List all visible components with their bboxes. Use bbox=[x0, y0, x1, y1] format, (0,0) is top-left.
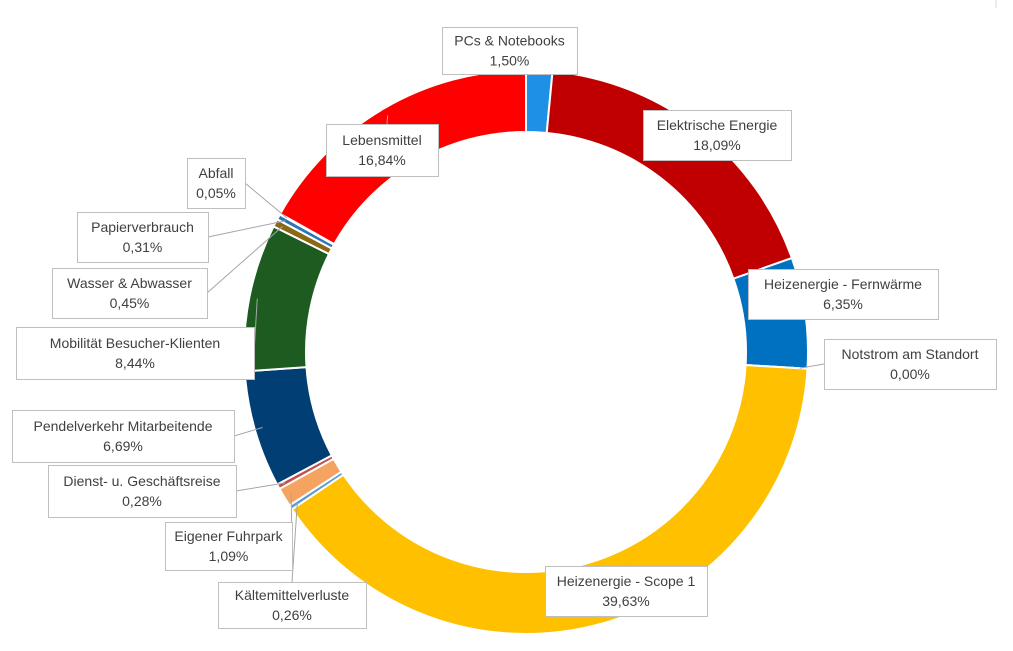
data-label-elektrische-energie: Elektrische Energie 18,09% bbox=[643, 110, 792, 161]
data-label-heizenergie-fernwaerme: Heizenergie - Fernwärme 6,35% bbox=[748, 269, 939, 320]
data-label-mobilitaet-besucher-klienten: Mobilität Besucher-Klienten 8,44% bbox=[16, 327, 255, 380]
data-label-box bbox=[748, 269, 939, 320]
data-label-lebensmittel: Lebensmittel 16,84% bbox=[326, 124, 439, 177]
data-label-name: Heizenergie - Scope 1 bbox=[557, 573, 696, 589]
data-label-value: 18,09% bbox=[693, 137, 740, 153]
data-label-kaeltemittelverluste: Kältemittelverluste 0,26% bbox=[218, 582, 367, 629]
leader-line-papierverbrauch bbox=[207, 220, 286, 238]
data-label-box bbox=[187, 158, 246, 209]
data-label-abfall: Abfall 0,05% bbox=[187, 158, 246, 209]
data-label-name: PCs & Notebooks bbox=[454, 33, 565, 49]
data-label-value: 0,26% bbox=[272, 607, 312, 623]
data-label-value: 6,35% bbox=[823, 296, 863, 312]
data-label-value: 39,63% bbox=[602, 593, 649, 609]
data-label-box bbox=[545, 566, 708, 617]
data-label-value: 16,84% bbox=[358, 152, 405, 168]
data-label-box bbox=[48, 465, 237, 518]
data-label-name: Pendelverkehr Mitarbeitende bbox=[34, 418, 213, 434]
data-label-name: Elektrische Energie bbox=[657, 117, 778, 133]
data-label-value: 1,09% bbox=[209, 548, 249, 564]
data-label-box bbox=[165, 522, 293, 571]
data-label-value: 8,44% bbox=[115, 355, 155, 371]
data-label-name: Lebensmittel bbox=[342, 132, 421, 148]
data-label-name: Notstrom am Standort bbox=[842, 346, 979, 362]
data-label-value: 0,28% bbox=[122, 493, 162, 509]
leader-line-notstrom-am-standort bbox=[799, 363, 825, 369]
data-label-wasser-abwasser: Wasser & Abwasser 0,45% bbox=[52, 268, 208, 319]
data-label-box bbox=[824, 339, 997, 390]
data-label-value: 0,45% bbox=[110, 295, 150, 311]
data-label-pcs-notebooks: PCs & Notebooks 1,50% bbox=[442, 27, 578, 75]
leader-line-wasser-abwasser bbox=[206, 226, 283, 294]
leader-line-pendelverkehr-mitarbeitende bbox=[233, 426, 263, 437]
data-label-box bbox=[442, 27, 578, 75]
data-label-heizenergie-scope-1: Heizenergie - Scope 1 39,63% bbox=[545, 566, 708, 617]
data-label-value: 0,05% bbox=[196, 185, 236, 201]
data-label-dienst-u-geschaeftsreise: Dienst- u. Geschäftsreise 0,28% bbox=[48, 465, 237, 518]
data-label-box bbox=[16, 327, 255, 380]
data-label-name: Heizenergie - Fernwärme bbox=[764, 276, 922, 292]
data-label-name: Wasser & Abwasser bbox=[67, 275, 192, 291]
data-labels: PCs & Notebooks 1,50% Elektrische Energie 1… bbox=[12, 27, 997, 629]
data-label-name: Mobilität Besucher-Klienten bbox=[50, 335, 220, 351]
data-label-name: Dienst- u. Geschäftsreise bbox=[63, 473, 220, 489]
data-label-papierverbrauch: Papierverbrauch 0,31% bbox=[77, 212, 209, 263]
data-label-value: 0,00% bbox=[890, 366, 930, 382]
data-label-box bbox=[326, 124, 439, 177]
data-label-value: 1,50% bbox=[490, 53, 530, 69]
data-label-name: Abfall bbox=[198, 165, 233, 181]
data-label-name: Kältemittelverluste bbox=[235, 587, 350, 603]
data-label-box bbox=[12, 410, 235, 463]
data-label-box bbox=[77, 212, 209, 263]
data-label-value: 6,69% bbox=[103, 438, 143, 454]
leader-line-abfall bbox=[244, 182, 288, 219]
data-label-box bbox=[218, 582, 367, 629]
data-label-notstrom-am-standort: Notstrom am Standort 0,00% bbox=[824, 339, 997, 390]
leader-line-dienst-u-geschaeftsreise bbox=[235, 482, 286, 492]
data-label-value: 0,31% bbox=[123, 239, 163, 255]
data-label-pendelverkehr-mitarbeitende: Pendelverkehr Mitarbeitende 6,69% bbox=[12, 410, 235, 463]
slice-elektrische-energie bbox=[545, 70, 794, 280]
data-label-eigener-fuhrpark: Eigener Fuhrpark 1,09% bbox=[165, 522, 293, 571]
data-label-name: Papierverbrauch bbox=[91, 219, 194, 235]
data-label-box bbox=[643, 110, 792, 161]
data-label-name: Eigener Fuhrpark bbox=[174, 528, 283, 544]
data-label-box bbox=[52, 268, 208, 319]
